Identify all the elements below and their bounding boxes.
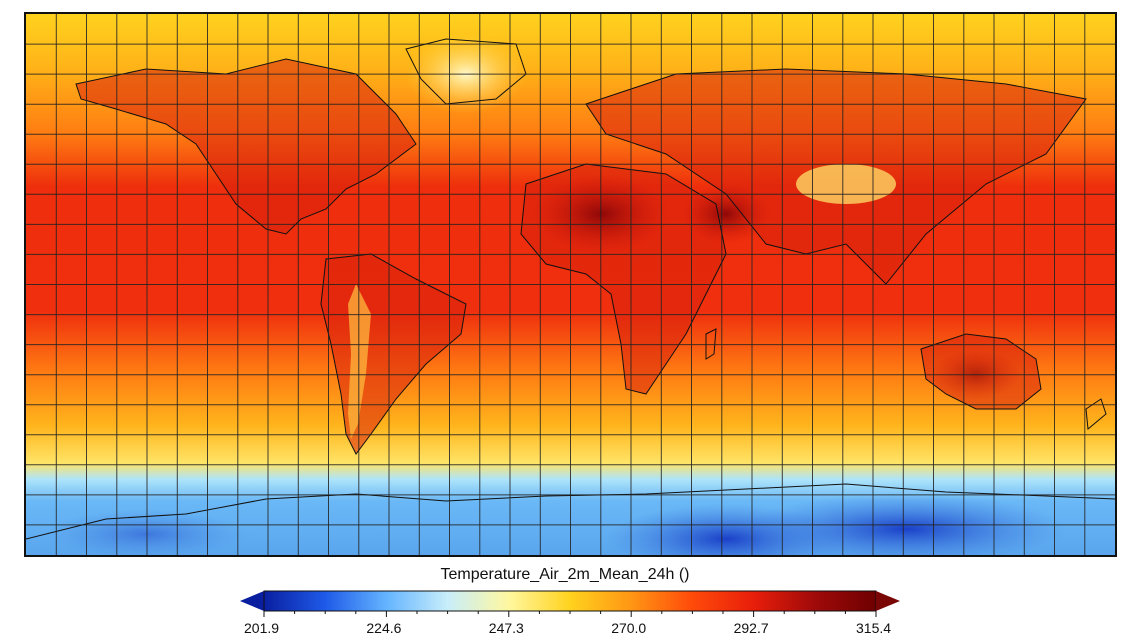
colorbar-tick-label: 224.6: [366, 620, 402, 636]
tibet-cool-zone: [796, 164, 896, 204]
graticule-grid: [26, 14, 1115, 555]
antarctica-cold-core-3: [46, 509, 246, 555]
colorbar-tick-label: 292.7: [733, 620, 769, 636]
colorbar-max-arrow: [876, 591, 900, 611]
colorbar-min-arrow: [240, 591, 264, 611]
colorbar-ramp: [263, 590, 877, 612]
colorbar-tick-label: 247.3: [488, 620, 524, 636]
colorbar-ticks: [263, 611, 877, 617]
colorbar: [240, 590, 900, 617]
temperature-map: [24, 12, 1117, 557]
colorbar-title: Temperature_Air_2m_Mean_24h (): [440, 566, 690, 583]
colorbar-tick-label: 270.0: [611, 620, 647, 636]
australia-hot-zone: [931, 349, 1021, 399]
colorbar-tick-label: 315.4: [856, 620, 892, 636]
arabia-hot-zone: [681, 184, 771, 244]
andes-cool-strip: [348, 284, 371, 439]
north-america: [76, 59, 416, 234]
map-canvas: [26, 14, 1115, 555]
colorbar-tick-label: 201.9: [244, 620, 280, 636]
